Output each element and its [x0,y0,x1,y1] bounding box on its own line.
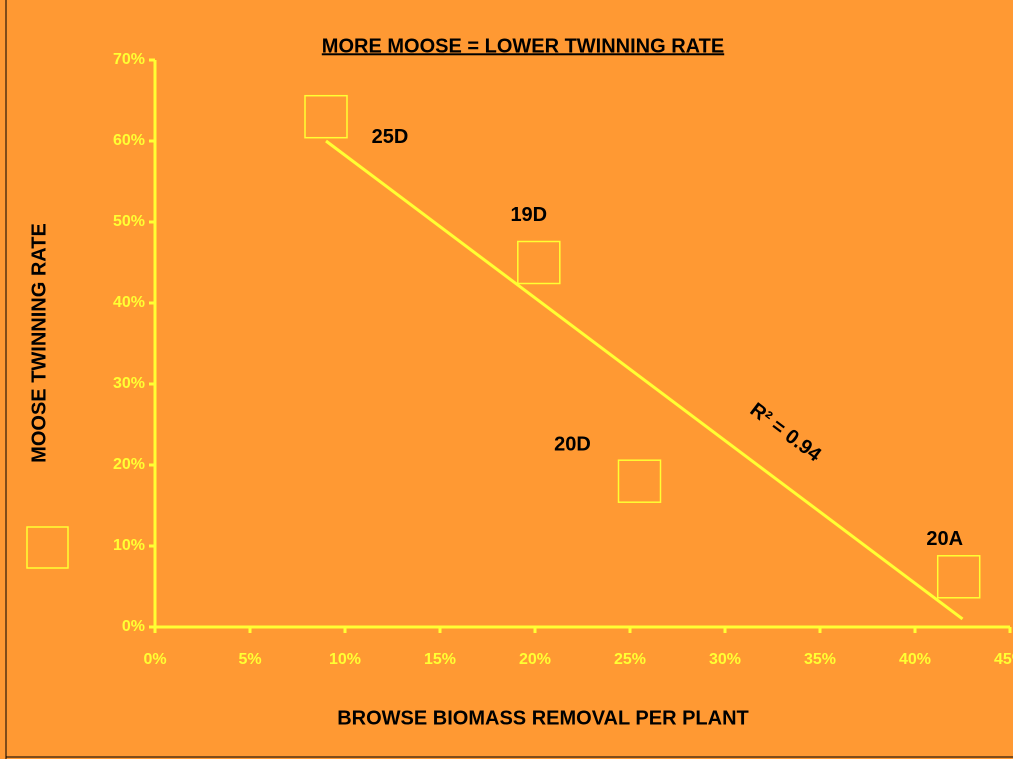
x-tick-label: 35% [804,651,836,668]
point-label: 25D [372,126,409,148]
y-axis-label: MOOSE TWINNING RATE [28,223,50,463]
y-tick-label: 40% [113,294,145,311]
x-tick-label: 25% [614,651,646,668]
x-tick-label: 5% [238,651,261,668]
point [617,459,662,503]
x-tick-label: 0% [143,651,166,668]
y-tick-label: 20% [113,456,145,473]
x-tick-label: 10% [329,651,361,668]
x-tick-label: 40% [899,651,931,668]
y-tick-label: 30% [113,375,145,392]
point [517,240,561,285]
point-label: 20D [554,433,591,455]
trendline [325,139,964,621]
x-tick-label: 45% [994,651,1013,668]
point-label: 19D [510,204,547,226]
chart-title: MORE MOOSE = LOWER TWINNING RATE [322,35,724,57]
y-tick-label: 50% [113,213,145,230]
x-tick-label: 30% [709,651,741,668]
legend-marker [26,526,69,569]
y-tick-label: 70% [113,51,145,68]
point [304,94,348,139]
y-tick-label: 10% [113,537,145,554]
y-tick-label: 0% [122,618,145,635]
x-tick-label: 15% [424,651,456,668]
x-axis-label: BROWSE BIOMASS REMOVAL PER PLANT [337,707,749,729]
point [936,555,981,599]
x-tick-label: 20% [519,651,551,668]
point-label: 20A [926,528,963,550]
y-tick-label: 60% [113,132,145,149]
